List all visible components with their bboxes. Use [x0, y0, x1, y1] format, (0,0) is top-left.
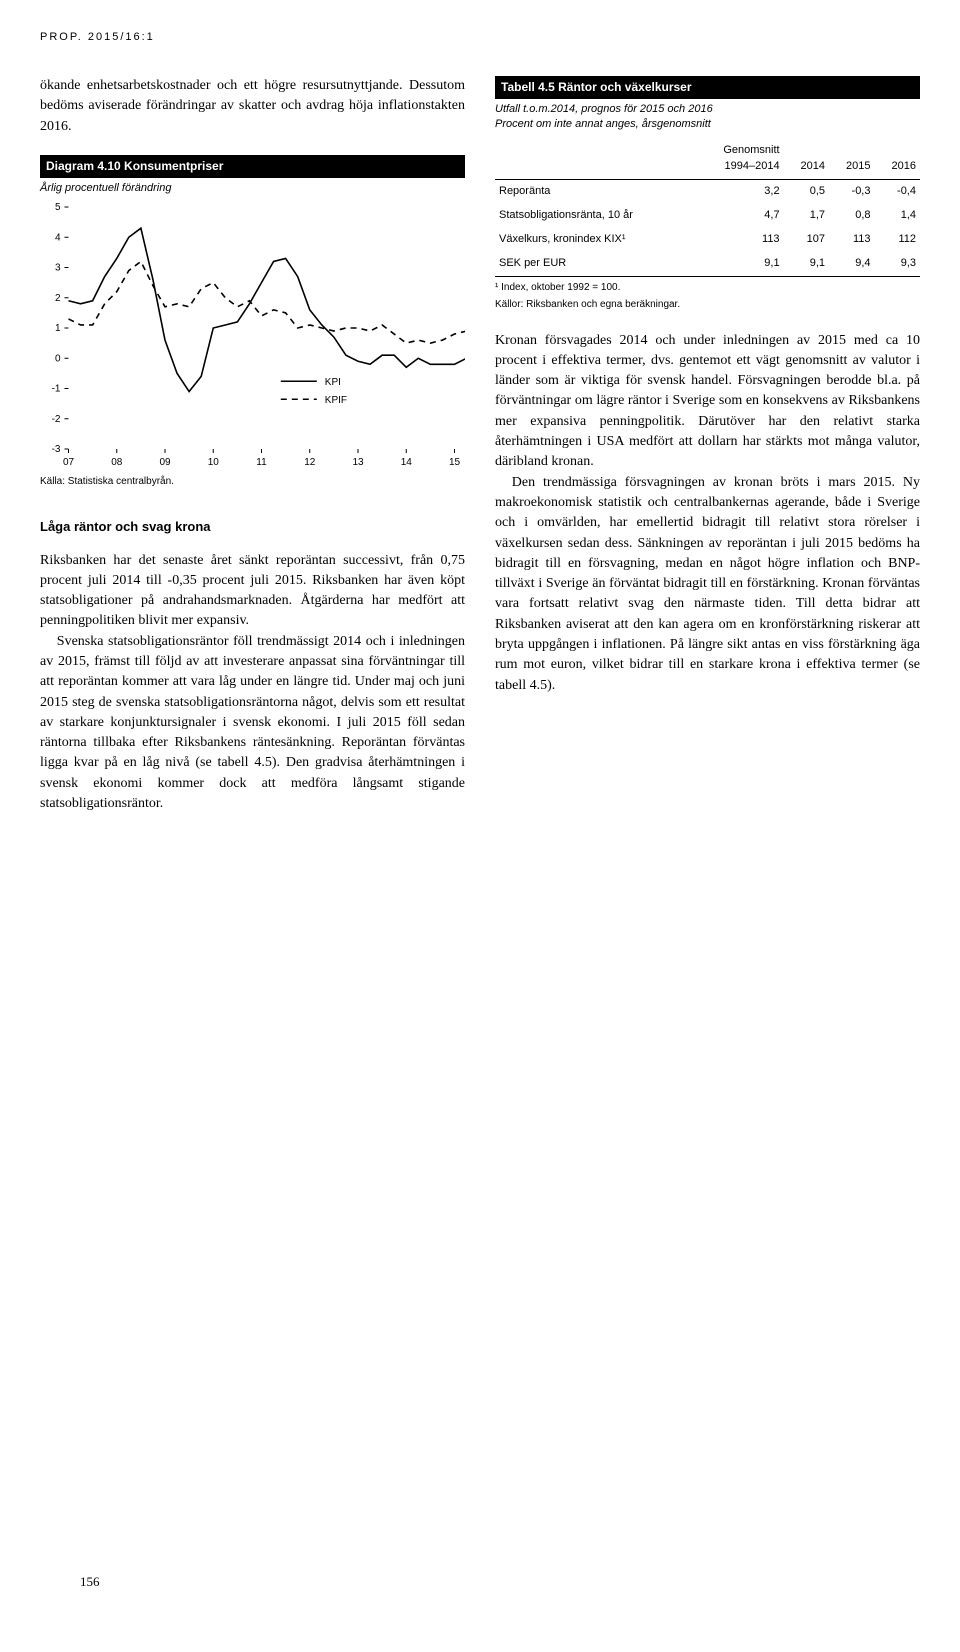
- svg-text:KPI: KPI: [325, 377, 341, 388]
- table-cell: 0,8: [829, 204, 874, 228]
- svg-text:3: 3: [55, 263, 61, 274]
- col-label: [495, 139, 694, 179]
- table-cell: 1,4: [875, 204, 921, 228]
- page-header: PROP. 2015/16:1: [40, 30, 920, 46]
- chart-consumer-prices: -3-2-1012345070809101112131415KPIKPIF: [40, 201, 465, 471]
- svg-text:-2: -2: [52, 414, 61, 425]
- table-cell: -0,4: [875, 179, 921, 203]
- right-para-1: Kronan försvagades 2014 och under inledn…: [495, 331, 920, 473]
- section-title: Låga räntor och svag krona: [40, 518, 465, 537]
- left-column: ökande enhetsarbetskostnader och ett hög…: [40, 76, 465, 814]
- svg-text:10: 10: [208, 457, 220, 468]
- svg-text:-1: -1: [52, 384, 61, 395]
- col-2014: 2014: [784, 139, 829, 179]
- table-cell: 9,1: [784, 252, 829, 276]
- left-para-1: Riksbanken har det senaste året sänkt re…: [40, 551, 465, 632]
- svg-text:07: 07: [63, 457, 75, 468]
- table-cell: Växelkurs, kronindex KIX¹: [495, 228, 694, 252]
- svg-text:5: 5: [55, 202, 61, 213]
- table-cell: 107: [784, 228, 829, 252]
- svg-text:13: 13: [352, 457, 364, 468]
- svg-text:08: 08: [111, 457, 123, 468]
- table-cell: 9,3: [875, 252, 921, 276]
- table-cell: 4,7: [694, 204, 784, 228]
- svg-text:12: 12: [304, 457, 316, 468]
- svg-text:0: 0: [55, 353, 61, 364]
- table-cell: SEK per EUR: [495, 252, 694, 276]
- table-cell: 112: [875, 228, 921, 252]
- table-title-bar: Tabell 4.5 Räntor och växelkurser: [495, 76, 920, 99]
- table-subtitle: Utfall t.o.m.2014, prognos för 2015 och …: [495, 102, 920, 131]
- left-para-2: Svenska statsobligationsräntor föll tren…: [40, 632, 465, 815]
- table-cell: Reporänta: [495, 179, 694, 203]
- svg-text:2: 2: [55, 293, 61, 304]
- right-column: Tabell 4.5 Räntor och växelkurser Utfall…: [495, 76, 920, 814]
- chart-svg: -3-2-1012345070809101112131415KPIKPIF: [40, 201, 465, 471]
- svg-text:15: 15: [449, 457, 461, 468]
- table-cell: 9,4: [829, 252, 874, 276]
- chart-source: Källa: Statistiska centralbyrån.: [40, 475, 465, 490]
- table-cell: -0,3: [829, 179, 874, 203]
- col-2016: 2016: [875, 139, 921, 179]
- two-column-layout: ökande enhetsarbetskostnader och ett hög…: [40, 76, 920, 814]
- svg-text:4: 4: [55, 232, 61, 243]
- svg-text:-3: -3: [52, 444, 61, 455]
- table-head-row: Genomsnitt1994–2014 2014 2015 2016: [495, 139, 920, 179]
- page-number: 156: [80, 1573, 100, 1592]
- table-row: Reporänta3,20,5-0,3-0,4: [495, 179, 920, 203]
- table-row: SEK per EUR9,19,19,49,3: [495, 252, 920, 276]
- table-cell: Statsobligationsränta, 10 år: [495, 204, 694, 228]
- diagram-title-bar: Diagram 4.10 Konsumentpriser: [40, 155, 465, 178]
- rates-table: Genomsnitt1994–2014 2014 2015 2016 Repor…: [495, 139, 920, 277]
- table-footnote-1: ¹ Index, oktober 1992 = 100.: [495, 281, 920, 294]
- table-row: Växelkurs, kronindex KIX¹113107113112: [495, 228, 920, 252]
- svg-text:09: 09: [159, 457, 171, 468]
- intro-paragraph: ökande enhetsarbetskostnader och ett hög…: [40, 76, 465, 137]
- svg-text:1: 1: [55, 323, 61, 334]
- svg-text:11: 11: [256, 457, 267, 468]
- table-row: Statsobligationsränta, 10 år4,71,70,81,4: [495, 204, 920, 228]
- table-cell: 113: [829, 228, 874, 252]
- diagram-subtitle: Årlig procentuell förändring: [40, 181, 465, 197]
- table-cell: 1,7: [784, 204, 829, 228]
- table-cell: 113: [694, 228, 784, 252]
- svg-text:KPIF: KPIF: [325, 395, 347, 406]
- table-cell: 3,2: [694, 179, 784, 203]
- table-cell: 9,1: [694, 252, 784, 276]
- col-2015: 2015: [829, 139, 874, 179]
- table-footnote-2: Källor: Riksbanken och egna beräkningar.: [495, 298, 920, 311]
- col-avg: Genomsnitt1994–2014: [694, 139, 784, 179]
- svg-text:14: 14: [401, 457, 413, 468]
- right change-para-2: Den trendmässiga försvagningen av kronan…: [495, 473, 920, 696]
- table-cell: 0,5: [784, 179, 829, 203]
